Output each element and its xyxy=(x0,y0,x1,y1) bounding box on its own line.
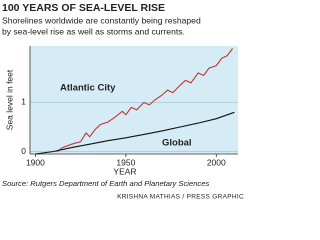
x-axis-label: YEAR xyxy=(113,166,136,176)
subtitle: Shorelines worldwide are constantly bein… xyxy=(2,15,201,25)
subtitle: by sea-level rise as well as storms and … xyxy=(2,26,185,36)
y-tick-label: 1 xyxy=(21,97,26,107)
series-label: Global xyxy=(162,138,192,149)
x-tick-label: 1900 xyxy=(26,157,45,167)
credit: KRISHNA MATHIAS / PRESS GRAPHIC xyxy=(117,194,244,201)
y-axis-label: Sea level in feet xyxy=(4,69,14,130)
x-tick-label: 2000 xyxy=(207,157,226,167)
chart-title: 100 YEARS OF SEA-LEVEL RISE xyxy=(2,2,165,14)
source: Source: Rutgers Department of Earth and … xyxy=(2,179,209,188)
plot-area xyxy=(30,46,238,154)
y-tick-label: 0 xyxy=(21,146,26,156)
series-line xyxy=(56,48,234,152)
series-label: Atlantic City xyxy=(60,83,116,94)
chart: 100 YEARS OF SEA-LEVEL RISE Shorelines w… xyxy=(2,2,244,201)
series-line xyxy=(35,111,235,155)
x-tick-label: 1950 xyxy=(116,157,135,167)
